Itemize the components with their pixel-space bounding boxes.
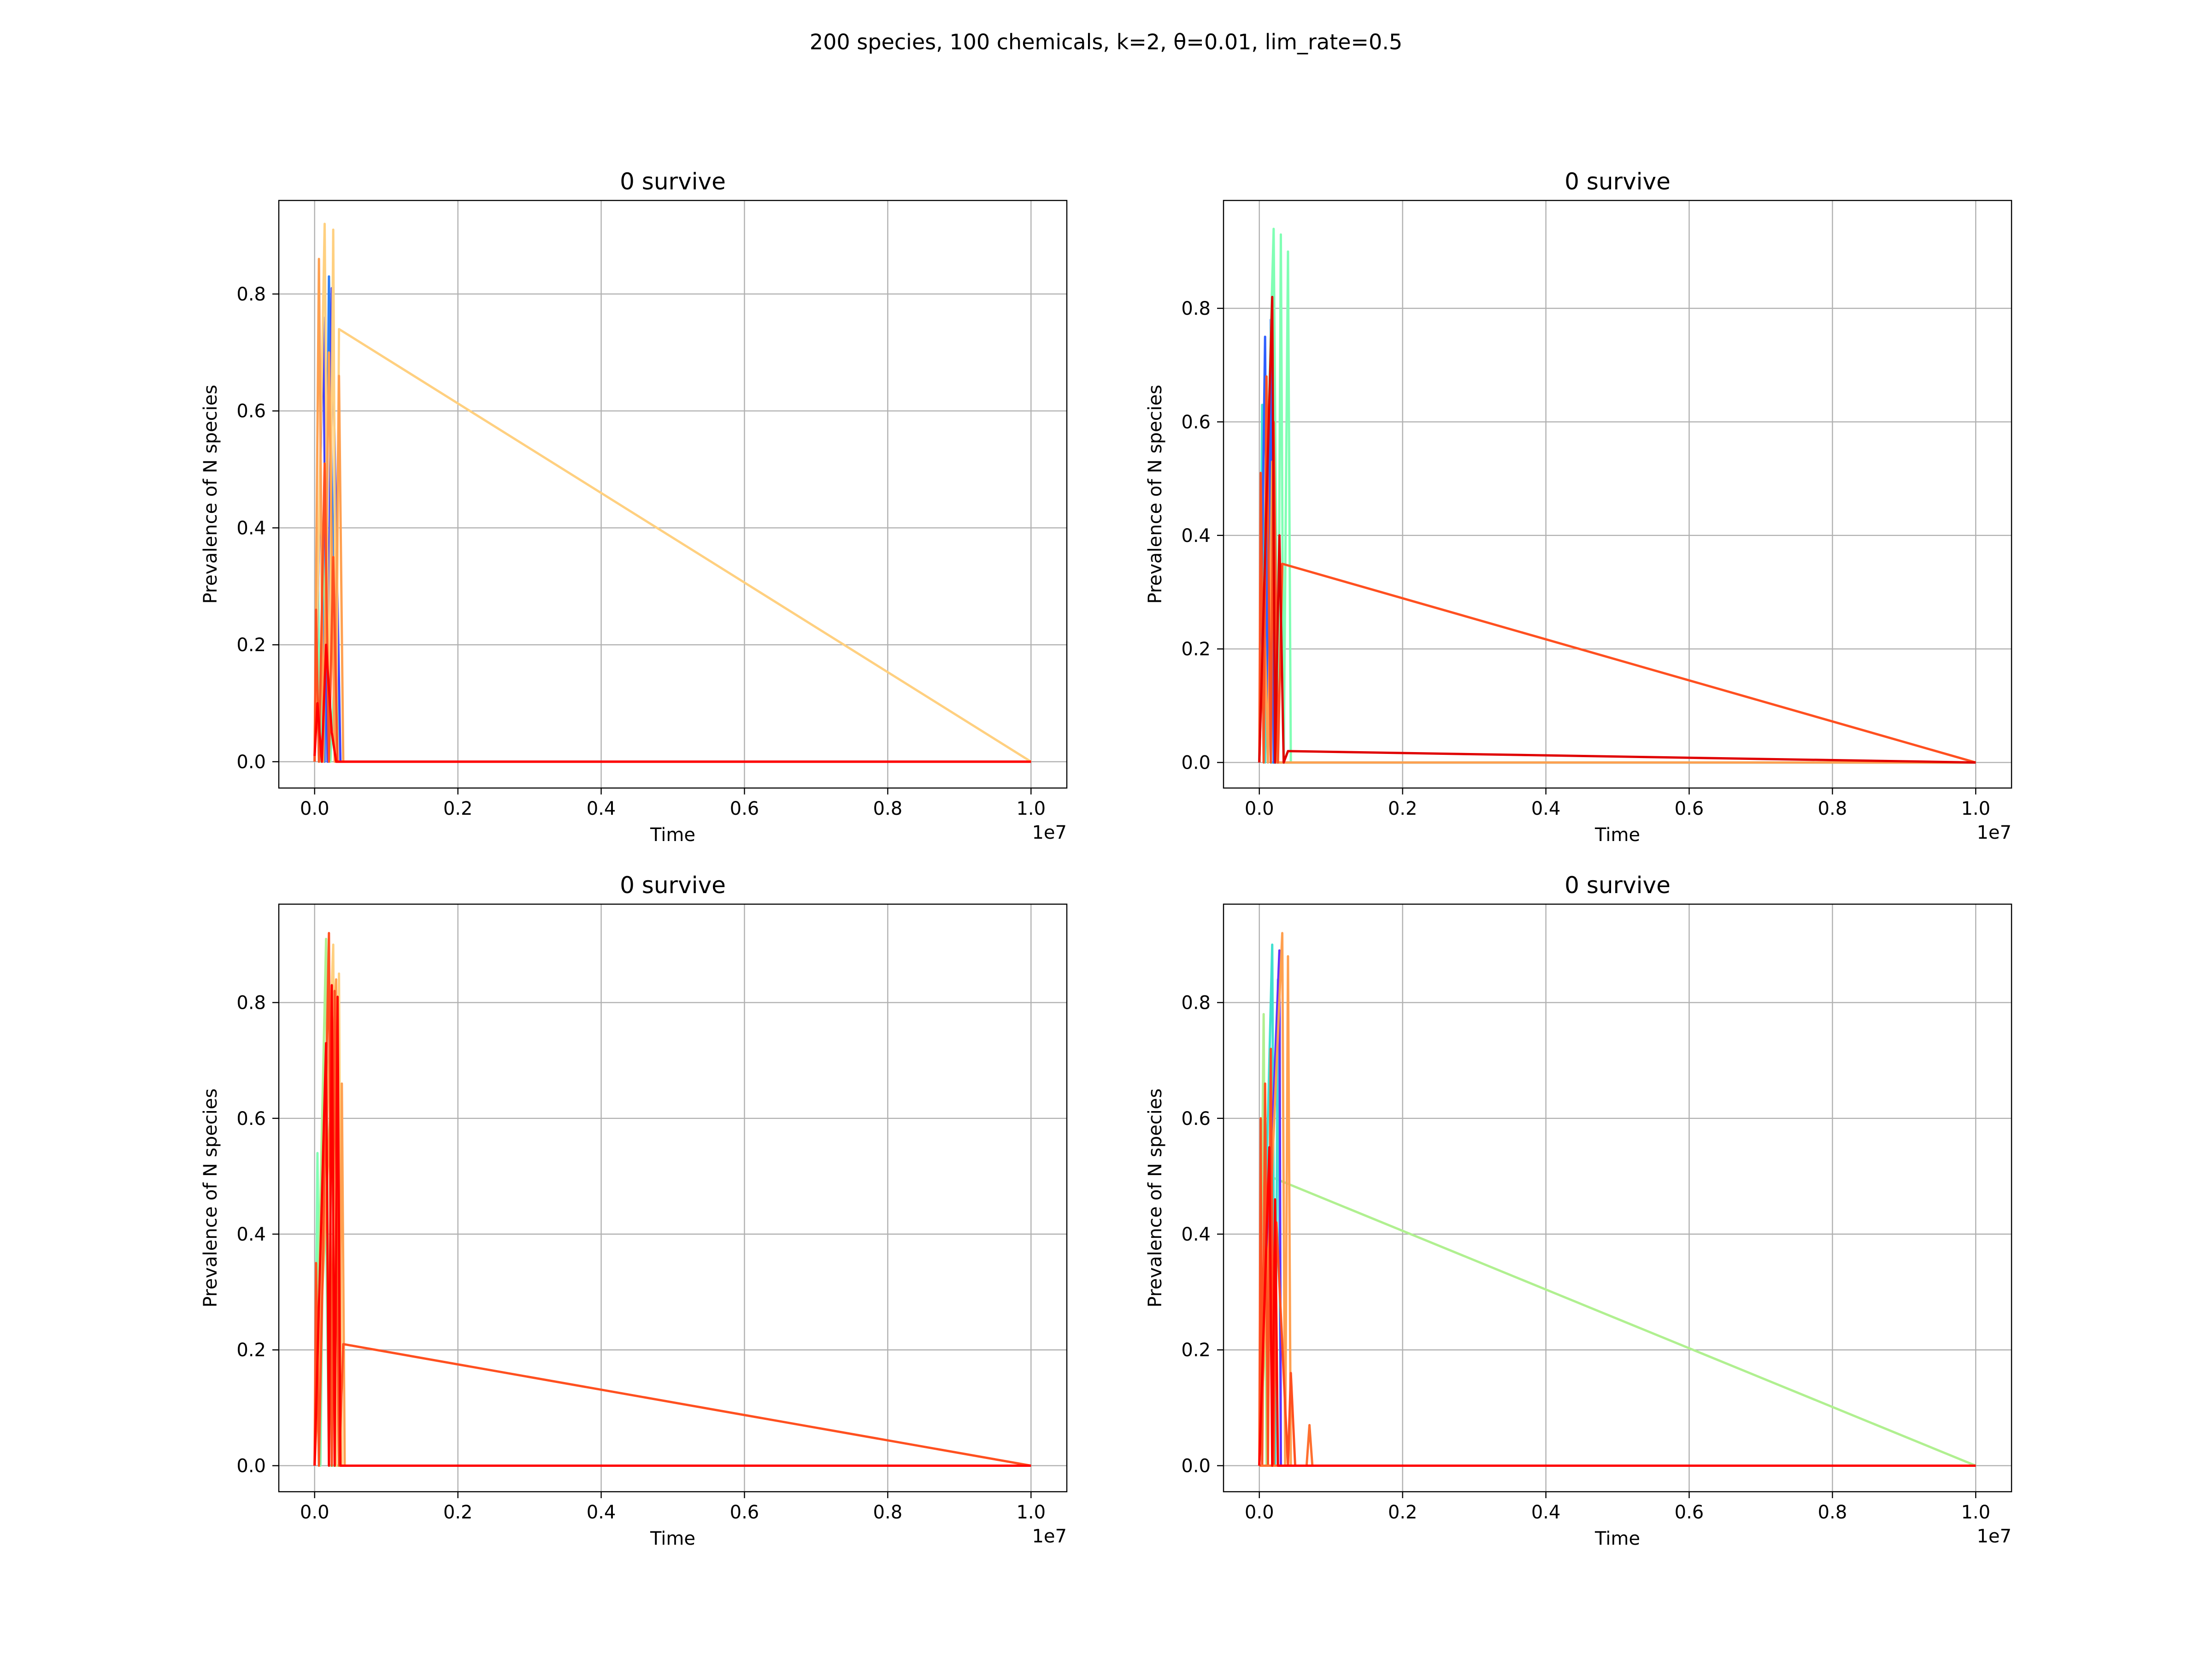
chart-0-axes-frame <box>278 200 1068 789</box>
chart-1-y-tick-label-3: 0.6 <box>1181 412 1211 433</box>
chart-3-x-axis-label: Time <box>1594 1528 1640 1549</box>
chart-0-x-tick-label-5: 1.0 <box>1016 798 1046 819</box>
chart-3-x-tick-label-4: 0.8 <box>1818 1502 1847 1523</box>
chart-2-title: 0 survive <box>620 872 726 899</box>
chart-0-x-tick-label-3: 0.6 <box>730 798 759 819</box>
subplot-bottom-right: 0.0 0.2 0.4 0.6 0.8 1.0 0.0 0.2 0.4 0.6 0.8 0 survi… <box>1145 872 2012 1549</box>
chart-1-x-axis-label: Time <box>1594 824 1640 846</box>
chart-3-y-tick-label-3: 0.6 <box>1181 1108 1211 1130</box>
chart-1-x-tick-label-0: 0.0 <box>1245 798 1274 819</box>
chart-1-y-tick-label-2: 0.4 <box>1181 525 1211 547</box>
chart-0-y-tick-label-0: 0.0 <box>236 752 266 773</box>
subplot-bottom-left: 0.0 0.2 0.4 0.6 0.8 1.0 0.0 0.2 0.4 0.6 0.8 0 survi… <box>200 872 1068 1549</box>
chart-0-x-offset-label: 1e7 <box>1032 822 1067 843</box>
chart-2-x-offset-label: 1e7 <box>1032 1526 1067 1547</box>
chart-1-x-tick-label-1: 0.2 <box>1388 798 1418 819</box>
chart-3-x-tick-label-5: 1.0 <box>1961 1502 1990 1523</box>
chart-2-y-tick-label-3: 0.6 <box>236 1108 266 1130</box>
chart-3-y-tick-label-0: 0.0 <box>1181 1455 1211 1477</box>
chart-2-y-tick-label-0: 0.0 <box>236 1455 266 1477</box>
chart-2-x-tick-label-4: 0.8 <box>873 1502 903 1523</box>
chart-3-y-tick-label-1: 0.2 <box>1181 1340 1211 1361</box>
chart-1-y-tick-label-1: 0.2 <box>1181 639 1211 660</box>
chart-3-y-tick-label-4: 0.8 <box>1181 993 1211 1014</box>
figure-suptitle: 200 species, 100 chemicals, k=2, θ=0.01,… <box>810 29 1402 54</box>
chart-2-axes-frame <box>278 903 1068 1493</box>
chart-0-y-axis-label: Prevalence of N species <box>200 385 221 604</box>
chart-0-y-tick-label-2: 0.4 <box>236 518 266 539</box>
chart-3-x-tick-label-2: 0.4 <box>1531 1502 1561 1523</box>
chart-1-series-5 <box>1258 295 1976 764</box>
chart-3-series-6 <box>1258 1146 1976 1467</box>
subplot-top-left: 0.0 0.2 0.4 0.6 0.8 1.0 0.0 0.2 0.4 0.6 0.8 0 survi… <box>200 168 1068 846</box>
chart-2-x-axis-label: Time <box>650 1528 695 1549</box>
chart-3-x-tick-label-1: 0.2 <box>1388 1502 1418 1523</box>
chart-0-series-5 <box>313 462 1031 763</box>
chart-1-title: 0 survive <box>1565 168 1671 195</box>
chart-2-x-tick-label-1: 0.2 <box>443 1502 473 1523</box>
chart-2-y-tick-label-4: 0.8 <box>236 993 266 1014</box>
chart-1-series-2 <box>1258 228 1976 764</box>
chart-1-x-tick-label-2: 0.4 <box>1531 798 1561 819</box>
chart-0-y-tick-label-3: 0.6 <box>236 401 266 422</box>
chart-2-y-axis-label: Prevalence of N species <box>200 1088 221 1307</box>
chart-0-y-tick-label-4: 0.8 <box>236 284 266 305</box>
subplot-top-right: 0.0 0.2 0.4 0.6 0.8 1.0 0.0 0.2 0.4 0.6 0.8 0 survi… <box>1145 168 2012 846</box>
chart-0-x-tick-label-1: 0.2 <box>443 798 473 819</box>
chart-0-series-6 <box>313 643 1031 763</box>
chart-1-x-tick-label-4: 0.8 <box>1818 798 1847 819</box>
chart-0-title: 0 survive <box>620 168 726 195</box>
chart-3-axes-frame <box>1223 903 2012 1493</box>
chart-3-x-tick-label-3: 0.6 <box>1675 1502 1704 1523</box>
chart-0-series-4 <box>313 258 1031 763</box>
chart-0-x-axis-label: Time <box>650 824 695 846</box>
chart-0-x-tick-label-0: 0.0 <box>300 798 329 819</box>
chart-1-x-tick-label-3: 0.6 <box>1675 798 1704 819</box>
chart-2-x-tick-label-2: 0.4 <box>587 1502 616 1523</box>
chart-1-x-tick-label-5: 1.0 <box>1961 798 1990 819</box>
chart-1-y-tick-label-0: 0.0 <box>1181 753 1211 774</box>
chart-3-x-tick-label-0: 0.0 <box>1245 1502 1274 1523</box>
chart-3-y-tick-label-2: 0.4 <box>1181 1224 1211 1245</box>
chart-0-x-tick-label-2: 0.4 <box>587 798 616 819</box>
chart-3-title: 0 survive <box>1565 872 1671 899</box>
chart-2-y-tick-label-2: 0.4 <box>236 1224 266 1245</box>
chart-1-axes-frame <box>1223 200 2012 789</box>
chart-0-x-tick-label-4: 0.8 <box>873 798 903 819</box>
chart-2-x-tick-label-3: 0.6 <box>730 1502 759 1523</box>
chart-2-y-tick-label-1: 0.2 <box>236 1340 266 1361</box>
chart-3-y-axis-label: Prevalence of N species <box>1145 1088 1166 1307</box>
chart-1-x-offset-label: 1e7 <box>1977 822 2012 843</box>
chart-2-series-4 <box>313 932 1031 1467</box>
chart-0-y-tick-label-1: 0.2 <box>236 635 266 656</box>
chart-3-x-offset-label: 1e7 <box>1977 1526 2012 1547</box>
chart-2-x-tick-label-0: 0.0 <box>300 1502 329 1523</box>
chart-2-series-5 <box>313 984 1031 1467</box>
chart-1-y-axis-label: Prevalence of N species <box>1145 385 1166 604</box>
chart-0-series-3 <box>313 223 1032 763</box>
chart-1-y-tick-label-4: 0.8 <box>1181 298 1211 319</box>
chart-2-x-tick-label-5: 1.0 <box>1016 1502 1046 1523</box>
